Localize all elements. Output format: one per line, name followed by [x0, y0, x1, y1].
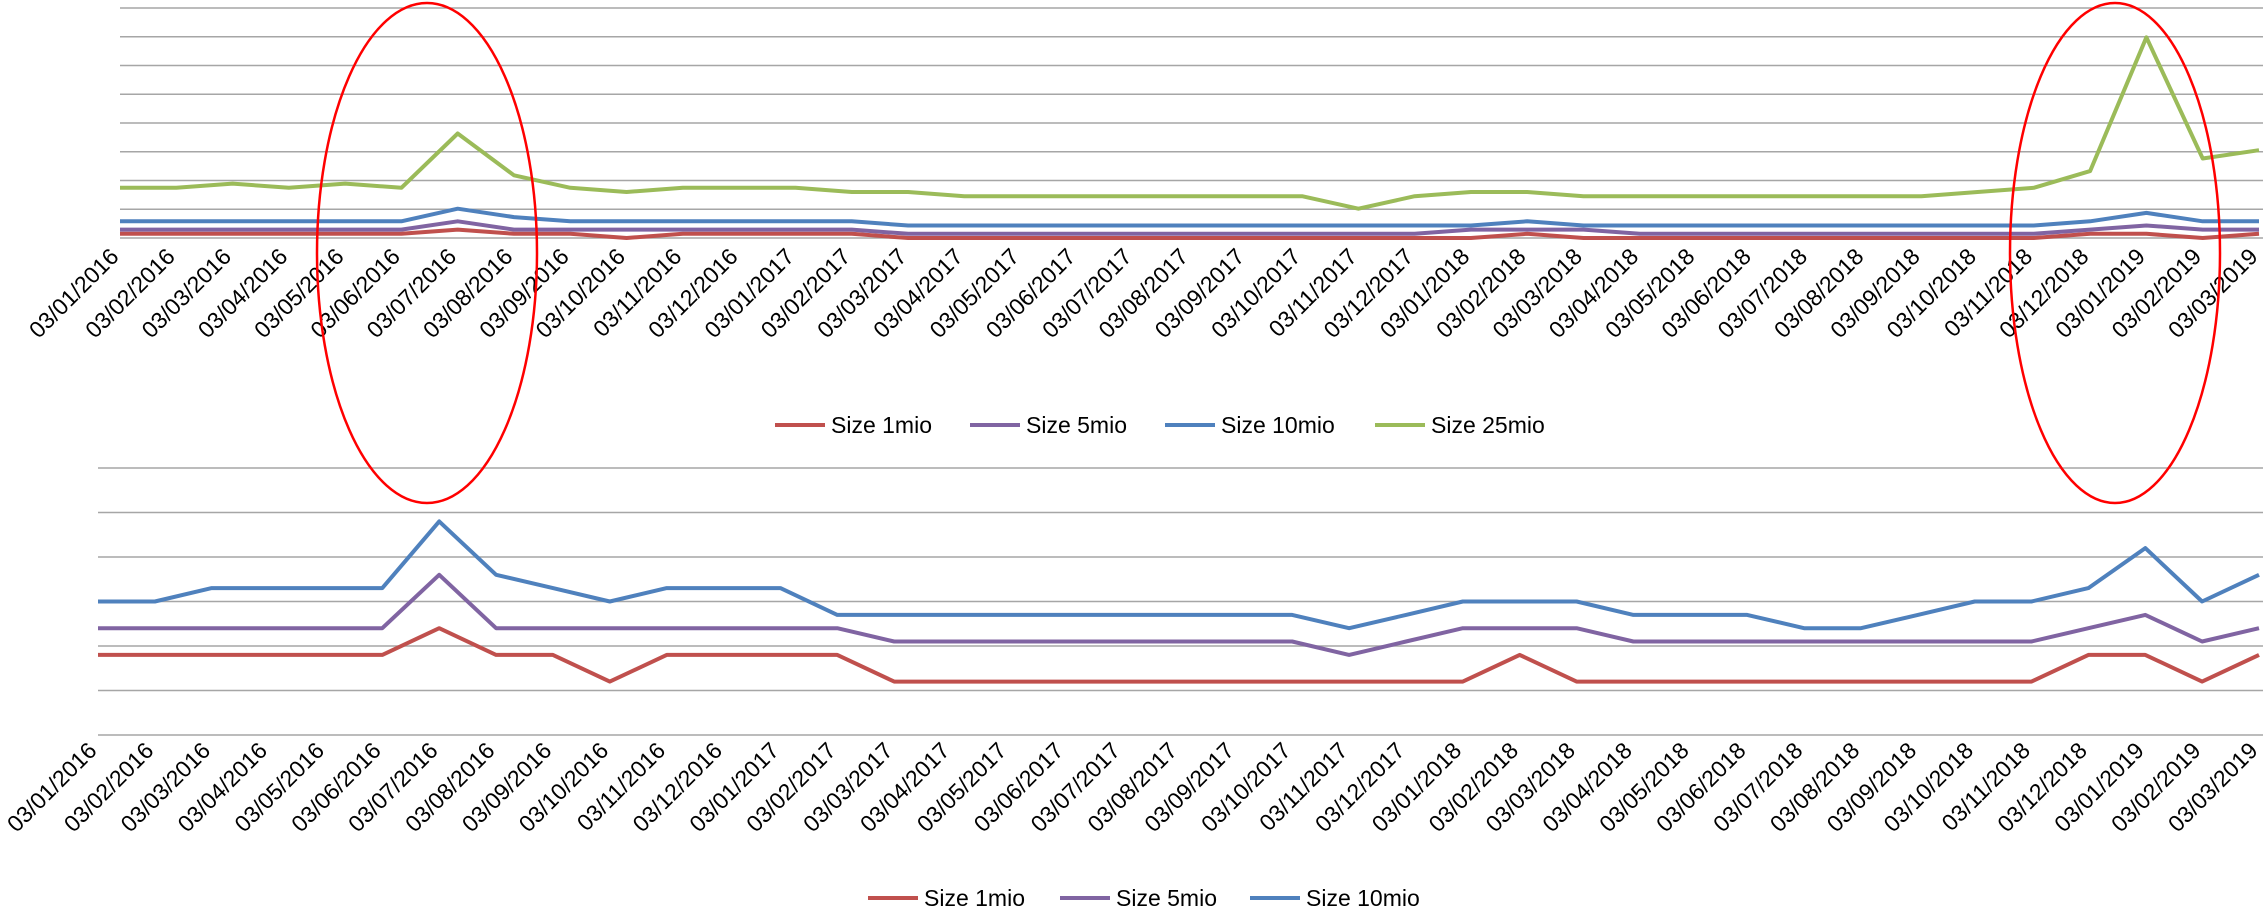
- series-line-size-1mio: [120, 227, 2260, 240]
- series-line-size-10mio: [98, 519, 2260, 631]
- legend-label: Size 10mio: [1221, 412, 1335, 438]
- series-line-size-25mio: [120, 35, 2260, 211]
- series-line-size-10mio: [120, 206, 2259, 228]
- legend-label: Size 25mio: [1431, 412, 1545, 438]
- bottom-line-chart: 03/01/201603/02/201603/03/201603/04/2016…: [2, 467, 2263, 911]
- top-line-chart: 03/01/201603/02/201603/03/201603/04/2016…: [24, 7, 2263, 438]
- legend-label: Size 1mio: [924, 885, 1025, 911]
- series-line-size-1mio: [98, 626, 2260, 684]
- legend-label: Size 10mio: [1306, 885, 1420, 911]
- highlight-ellipse-right: [2008, 1, 2222, 505]
- legend-label: Size 5mio: [1026, 412, 1127, 438]
- series-line-size-5mio: [120, 219, 2259, 236]
- series-line-size-5mio: [98, 572, 2260, 657]
- highlight-ellipse-left: [315, 1, 539, 505]
- legend-label: Size 1mio: [831, 412, 932, 438]
- legend-label: Size 5mio: [1116, 885, 1217, 911]
